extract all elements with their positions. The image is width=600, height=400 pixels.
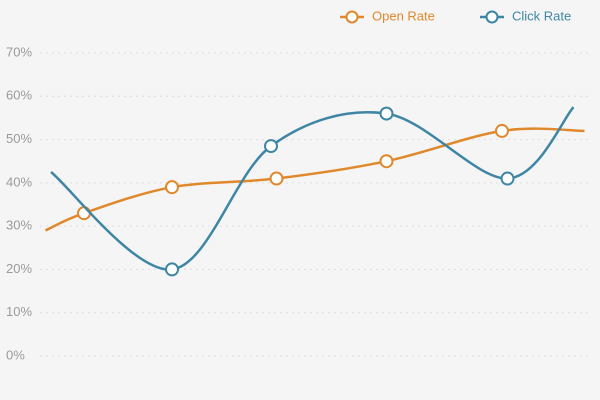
point — [165, 262, 179, 277]
y-tick-label: 10% — [6, 304, 32, 319]
legend-marker — [485, 10, 499, 24]
y-tick-label: 30% — [6, 218, 32, 233]
point — [500, 171, 515, 186]
point — [269, 171, 284, 186]
y-tick-label: 50% — [6, 131, 32, 146]
point — [495, 123, 509, 138]
legend-item: Click Rate — [480, 8, 571, 24]
y-tick-label: 70% — [6, 44, 32, 59]
y-tick-label: 20% — [6, 261, 32, 276]
y-tick-label: 40% — [6, 174, 32, 189]
point — [379, 106, 394, 121]
point — [379, 154, 394, 169]
legend-label: Click Rate — [512, 8, 571, 23]
y-tick-label: 60% — [6, 88, 32, 103]
y-tick-label: 0% — [6, 347, 25, 362]
point — [165, 180, 179, 195]
legend-marker — [345, 10, 359, 24]
legend-item: Open Rate — [340, 8, 435, 24]
point — [264, 139, 278, 154]
legend-label: Open Rate — [372, 8, 435, 23]
